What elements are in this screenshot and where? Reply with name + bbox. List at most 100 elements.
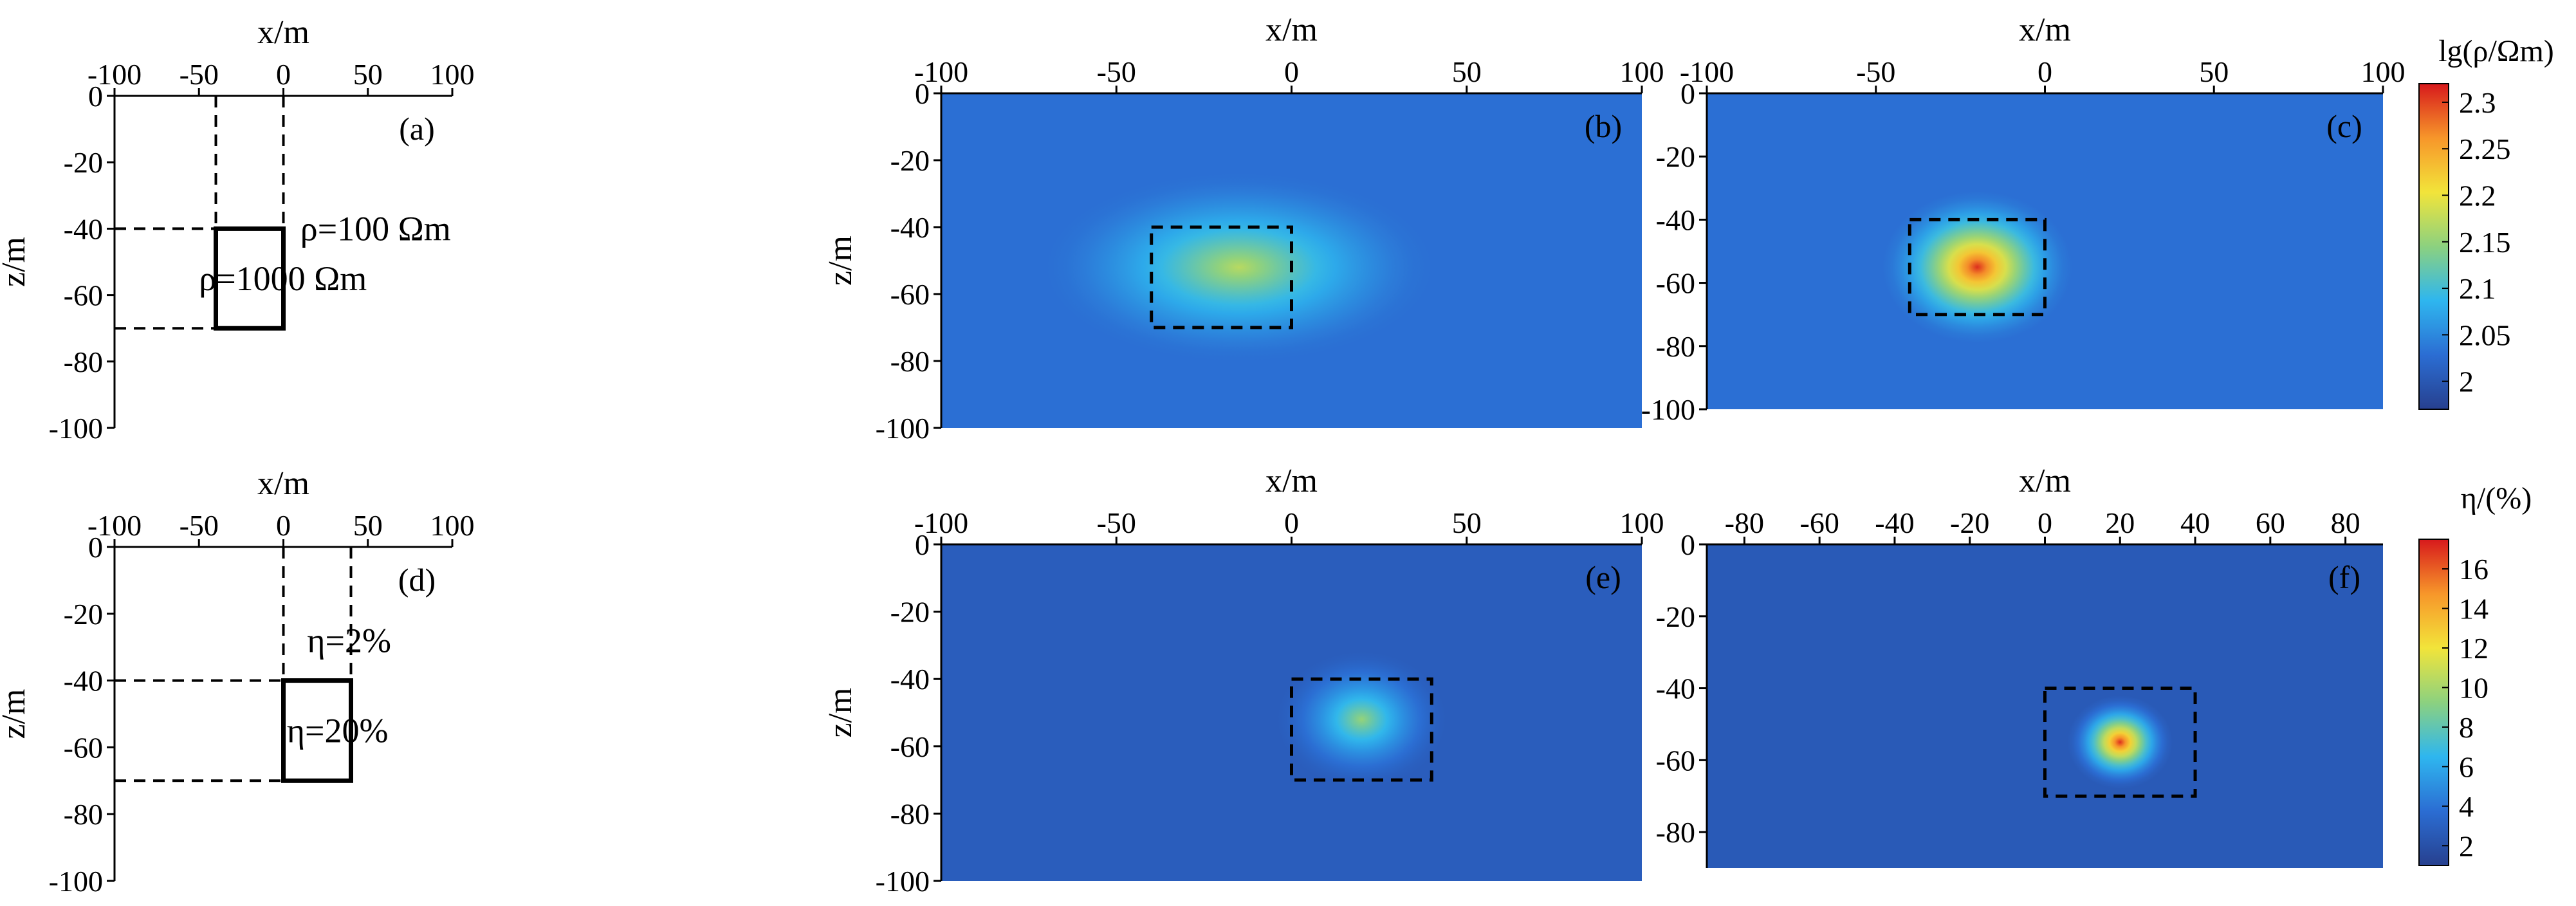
x-tick-label: -100 [914,506,968,539]
x-tick-label: 0 [1284,55,1299,88]
x-tick-label: -100 [87,509,142,542]
y-tick-label: -60 [890,278,930,311]
x-tick-label: 100 [2361,55,2406,88]
y-tick-label: -20 [64,598,103,631]
x-tick-label: -80 [1725,506,1764,539]
y-tick-label: -20 [1656,600,1695,633]
colorbar-tick-label: 2.25 [2459,133,2511,165]
y-tick-label: -40 [64,212,103,245]
x-tick-label: 0 [276,58,291,91]
x-tick-label: 50 [1452,55,1482,88]
x-tick-label: -50 [179,509,219,542]
colorbar-tick-label: 2.05 [2459,319,2511,351]
colorbar-tick-label: 2.15 [2459,226,2511,259]
colorbar-tick-label: 10 [2459,671,2489,704]
x-tick-label: 40 [2180,506,2210,539]
y-tick-label: -80 [890,345,930,378]
x-tick-label: 60 [2256,506,2285,539]
panel-a: ρ=100 Ωm ρ=1000 Ωm (a) -100 -50 0 50 100 0 -20 -40… [0,14,475,445]
model-body [214,226,286,331]
y-tick-label: -100 [876,412,930,445]
colorbar-tick-label: 16 [2459,553,2489,586]
x-axis-title: x/m [257,14,309,51]
colorbar-tick-label: 2.1 [2459,272,2496,305]
y-tick-label: -40 [1656,672,1695,705]
x-tick-label: -60 [1800,506,1839,539]
y-axis-title: z/m [0,237,32,287]
x-axis-title: x/m [2019,463,2071,499]
x-tick-label: 80 [2331,506,2360,539]
y-tick-label: -20 [1656,140,1695,173]
colorbar-title: η/(%) [2461,481,2532,515]
x-tick-label: -50 [1097,506,1136,539]
x-axis-title: x/m [1265,463,1318,499]
x-tick-label: -50 [1856,55,1895,88]
x-tick-label: -20 [1950,506,1989,539]
panel-c: (c) -100 -50 0 50 100 0 -20 -40 -60 -80 -100 x/m [1641,12,2406,426]
panel-d: η=2% η=20% (d) -100 -50 0 50 100 0 -20 -40 -60 -80 -1… [0,465,475,898]
y-axis-title: z/m [0,689,32,739]
y-tick-label: -40 [890,663,930,696]
x-tick-label: 100 [430,509,475,542]
panel-label: (c) [2326,108,2362,144]
heatmap-background [1707,544,2383,868]
y-tick-label: -80 [64,346,103,378]
x-tick-label: 0 [2038,55,2052,88]
colorbar-title: lg(ρ/Ωm) [2438,34,2554,68]
y-axis-title: z/m [822,236,859,286]
y-tick-label: 0 [88,531,103,564]
colorbar-eta: 16 14 12 10 8 6 4 2 η/(%) [2418,481,2532,866]
colorbar-tick-label: 2.3 [2459,86,2496,119]
y-tick-label: -60 [1656,744,1695,777]
x-tick-label: 20 [2105,506,2135,539]
x-axis-title: x/m [2019,12,2071,48]
y-tick-label: -20 [890,596,930,629]
colorbar-rho: 2.3 2.25 2.2 2.15 2.1 2.05 2 lg(ρ/Ωm) [2418,34,2554,410]
panel-e: (e) -100 -50 0 50 100 0 -20 -40 -60 -80 -100 x/m z/m [822,463,1664,898]
true-body-outline [2043,687,2197,798]
y-tick-label: -40 [1656,203,1695,236]
x-tick-label: 100 [1620,55,1664,88]
y-tick-label: 0 [88,80,103,113]
x-tick-label: -100 [914,55,968,88]
true-body-outline [1150,225,1293,329]
y-tick-label: 0 [1680,528,1695,561]
model-body [281,678,353,783]
x-tick-label: 50 [353,509,383,542]
y-tick-label: -100 [1641,393,1695,426]
model-annotation: ρ=100 Ωm [300,209,451,248]
x-tick-label: 50 [2199,55,2229,88]
colorbar-tick-label: 2.2 [2459,179,2496,212]
y-tick-label: 0 [915,528,930,561]
panel-label: (d) [398,562,436,598]
y-tick-label: -100 [49,865,103,898]
y-tick-label: -60 [64,731,103,764]
colorbar-tick-label: 6 [2459,750,2474,783]
panel-f: (f) -80 -60 -40 -20 0 20 40 60 80 0 -20 -40 -60 -80 x/m [1656,463,2383,868]
x-tick-label: 0 [2038,506,2052,539]
x-tick-label: -100 [87,58,142,91]
model-annotation: ρ=1000 Ωm [199,259,367,298]
x-axis-title: x/m [257,465,309,502]
panel-label: (b) [1585,108,1622,144]
x-tick-label: -50 [179,58,219,91]
y-tick-label: -100 [49,412,103,445]
x-axis-title: x/m [1265,12,1318,48]
x-tick-label: 0 [276,509,291,542]
x-tick-label: 0 [1284,506,1299,539]
panel-label: (e) [1585,559,1621,595]
anomaly-blob [1277,652,1446,787]
x-tick-label: -40 [1875,506,1914,539]
colorbar-tick-label: 2 [2459,829,2474,862]
y-tick-label: -20 [64,146,103,179]
y-tick-label: -40 [64,665,103,698]
colorbar-scale [2418,83,2449,410]
colorbar-tick-label: 2 [2459,365,2474,398]
true-body-outline [1908,217,2047,317]
panel-b: (b) -100 -50 0 50 100 0 -20 -40 -60 -80 -100 x/m z/m [822,12,1664,445]
y-tick-label: -60 [890,730,930,763]
panel-label: (a) [399,111,435,147]
anomaly-blob [1882,191,2072,343]
y-tick-label: -60 [64,279,103,312]
y-tick-label: -80 [890,797,930,830]
